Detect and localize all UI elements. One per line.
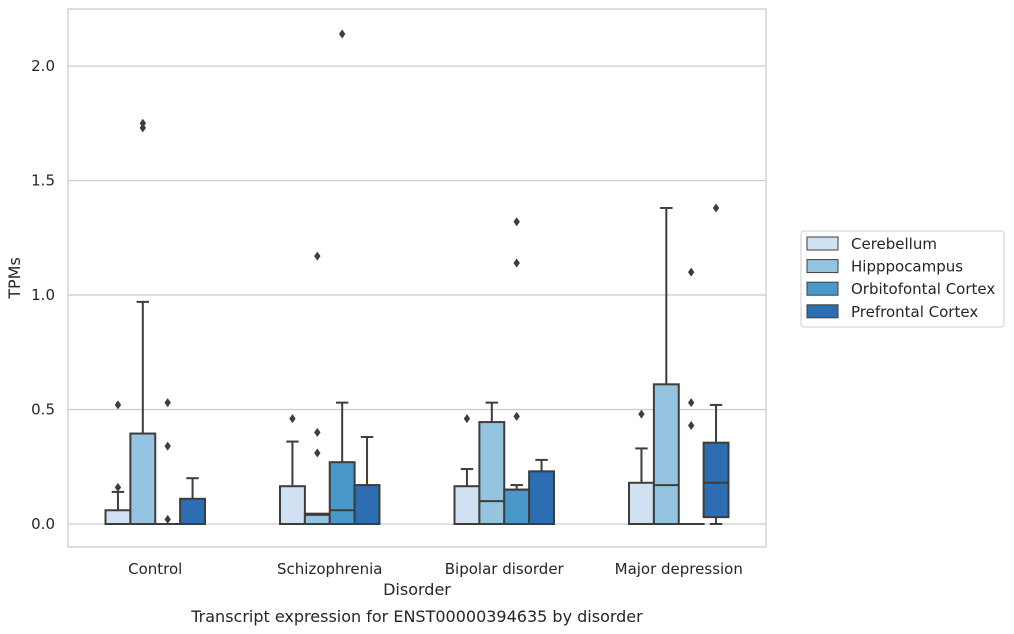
box-group [453,217,555,525]
legend-swatch [806,259,839,274]
outlier-point [314,448,321,458]
legend-swatch [806,236,839,251]
plot-area-background [68,9,766,547]
outlier-point [513,258,520,268]
box-rect [453,485,481,525]
x-axis-title: Disorder [383,580,451,599]
x-tick-label: Control [128,560,182,578]
box-rect [328,461,356,526]
box-rect [353,484,381,526]
y-tick-label: 1.0 [31,286,55,304]
outlier-point [164,441,171,451]
outlier-point [164,398,171,408]
box-group [628,203,730,526]
legend-label: Hipppocampus [851,258,963,276]
box-rect [179,497,206,525]
outlier-point [687,421,695,431]
box-element [628,409,655,525]
y-tick-label: 0.5 [31,401,55,419]
outlier-point [638,409,645,419]
outlier-point [139,123,147,133]
box-groups [104,29,730,526]
box-element [677,267,705,526]
chart-caption: Transcript expression for ENST0000039463… [190,607,643,626]
legend-swatch [806,281,839,296]
outlier-point [289,414,296,424]
box-group [104,118,206,526]
box-rect [628,481,655,525]
y-tick-label: 0.0 [31,515,55,533]
outlier-point [513,411,520,421]
legend: Cerebellum Hipppocampus Orbitofontal Corte… [800,230,1005,328]
y-axis-ticks: 0.0 0.5 1.0 1.5 2.0 [31,57,55,533]
legend-swatch [806,304,839,319]
y-tick-label: 2.0 [31,57,55,75]
box-element [353,435,381,526]
x-axis-ticks: Control Schizophrenia Bipolar disorder Majo… [128,560,743,578]
box-element [478,401,506,525]
box-element [453,414,481,525]
box-element [702,203,730,525]
box-rect [129,432,157,526]
outlier-point [687,267,695,277]
y-tick-label: 1.5 [31,172,55,190]
box-rect [528,470,555,525]
x-tick-label: Bipolar disorder [445,560,565,578]
box-element [179,477,206,525]
outlier-point [687,398,695,408]
x-tick-label: Major depression [615,560,743,578]
outlier-point [463,414,471,424]
outlier-point [114,482,122,492]
box-rect [104,509,132,526]
box-group [279,29,381,526]
box-element [528,458,555,525]
outlier-point [314,251,321,261]
outlier-point [338,29,346,39]
x-tick-label: Schizophrenia [277,560,382,578]
box-element [652,206,680,525]
outlier-point [513,217,520,227]
legend-label: Cerebellum [851,235,937,253]
box-rect [702,441,730,519]
box-rect [478,421,506,525]
box-rect [652,383,680,525]
outlier-point [712,203,720,213]
box-element [279,414,306,525]
y-axis-title: TPMs [5,257,24,300]
box-element [129,118,157,526]
outlier-point [164,514,171,524]
legend-label: Orbitofontal Cortex [851,280,995,298]
box-element [328,29,356,526]
outlier-point [114,400,122,410]
outlier-point [314,427,321,437]
legend-label: Prefrontal Cortex [851,303,978,321]
legend-frame [800,230,1005,328]
box-element [303,251,331,526]
box-rect [503,488,531,525]
box-rect [279,485,306,525]
outlier-point [139,118,147,128]
plot-area-frame [67,8,767,548]
